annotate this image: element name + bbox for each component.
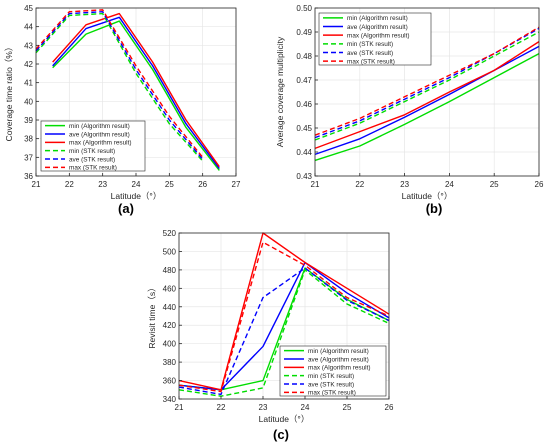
series-line	[52, 20, 220, 171]
x-tick-label: 24	[301, 403, 310, 412]
y-tick-label: 43	[24, 41, 33, 50]
y-tick-label: 38	[24, 135, 33, 144]
chart-panel-b: 21 22 23 24 25 26 0.43 0.44 0.45 0.46 0.47 0.48 0.49…	[275, 4, 544, 216]
y-tick-label: 0.47	[296, 76, 312, 85]
x-tick-label: 22	[355, 180, 364, 189]
y-tick-label: 37	[24, 153, 33, 162]
x-tick-label: 21	[311, 180, 320, 189]
series-line	[178, 261, 390, 391]
x-tick-label: 22	[65, 180, 74, 189]
series-line	[314, 27, 540, 139]
x-tick-label: 24	[445, 180, 454, 189]
series-line	[52, 12, 220, 168]
x-tick-label: 25	[165, 180, 174, 189]
y-tick-label: 0.50	[296, 4, 312, 13]
y-tick-label: 0.46	[296, 100, 312, 109]
legend-entry: min (Algorithm result)	[347, 15, 408, 22]
x-tick-label: 22	[217, 403, 226, 412]
axes-frame	[314, 7, 540, 177]
y-tick-label: 42	[24, 60, 33, 69]
y-tick-label: 400	[163, 340, 177, 349]
x-tick-label: 26	[385, 403, 394, 412]
legend-entry: min (STK result)	[308, 373, 354, 380]
series-line	[178, 267, 390, 396]
legend-entry: ave (Algorithm result)	[308, 356, 369, 363]
legend-entry: max (Algorithm result)	[347, 32, 410, 39]
legend-entry: max (STK result)	[308, 390, 356, 397]
chart-panel-c: 21 22 23 24 25 26 340 360 380 400 420 440 460 480 500 5…	[147, 229, 394, 442]
legend-entry: ave (Algorithm result)	[347, 24, 408, 31]
x-axis-label: Latitude（°）	[259, 414, 310, 424]
legend-entry: min (STK result)	[69, 148, 115, 155]
y-tick-label: 36	[24, 172, 33, 181]
chart-panel-a: 21 22 23 24 25 26 27 36 37 38 39 40 41 42 43 44 45 Latitu…	[4, 4, 241, 216]
legend-box	[279, 345, 387, 397]
y-axis-label: Average coverage multiplicity	[275, 36, 285, 147]
legend-entry: max (STK result)	[69, 165, 117, 172]
series-line	[314, 26, 540, 136]
x-tick-label: 25	[490, 180, 499, 189]
x-tick-label: 26	[535, 180, 544, 189]
x-tick-label: 21	[32, 180, 41, 189]
y-tick-label: 360	[163, 377, 177, 386]
legend-entry: min (Algorithm result)	[308, 348, 369, 355]
y-tick-label: 480	[163, 266, 177, 275]
legend-entry: min (STK result)	[347, 41, 393, 48]
y-tick-label: 340	[163, 395, 177, 404]
y-tick-label: 0.49	[296, 28, 312, 37]
legend-entry: ave (Algorithm result)	[69, 131, 130, 138]
legend-entry: max (STK result)	[347, 58, 395, 65]
y-tick-label: 520	[163, 229, 177, 238]
y-axis-label: Revisit time（s）	[147, 283, 157, 348]
y-tick-label: 460	[163, 284, 177, 293]
y-axis-label: Coverage time ratio（%）	[4, 43, 14, 142]
y-tick-label: 500	[163, 247, 177, 256]
series-line	[314, 52, 540, 162]
series-line	[35, 9, 204, 158]
x-tick-label: 23	[259, 403, 268, 412]
series-line	[35, 11, 204, 160]
legend-box	[318, 12, 432, 66]
series-line	[178, 241, 390, 393]
legend-entry: ave (STK result)	[308, 381, 354, 388]
legend-entry: ave (STK result)	[69, 156, 115, 163]
x-axis-label: Latitude（°）	[111, 191, 162, 201]
x-tick-label: 25	[343, 403, 352, 412]
legend-entry: min (Algorithm result)	[69, 123, 130, 130]
y-tick-label: 0.45	[296, 124, 312, 133]
x-tick-label: 24	[132, 180, 141, 189]
x-tick-label: 21	[175, 403, 184, 412]
axes-frame	[178, 232, 390, 400]
panel-label: (c)	[273, 427, 289, 442]
y-tick-label: 0.43	[296, 172, 312, 181]
x-axis-label: Latitude（°）	[402, 191, 453, 201]
panel-label: (b)	[426, 201, 443, 216]
y-tick-label: 40	[24, 97, 33, 106]
y-tick-label: 440	[163, 303, 177, 312]
legend-entry: ave (STK result)	[347, 50, 393, 57]
series-line	[314, 31, 540, 141]
y-tick-label: 39	[24, 116, 33, 125]
series-line	[178, 232, 390, 391]
panel-label: (a)	[118, 201, 134, 216]
y-tick-label: 420	[163, 321, 177, 330]
series-line	[178, 269, 390, 397]
series-line	[52, 16, 220, 169]
y-tick-label: 45	[24, 4, 33, 13]
x-tick-label: 26	[198, 180, 207, 189]
y-tick-label: 44	[24, 23, 33, 32]
y-tick-label: 0.44	[296, 148, 312, 157]
x-tick-label: 23	[400, 180, 409, 189]
y-tick-label: 380	[163, 358, 177, 367]
legend-entry: max (Algorithm result)	[69, 140, 132, 147]
y-tick-label: 41	[24, 79, 33, 88]
x-tick-label: 23	[98, 180, 107, 189]
legend-entry: max (Algorithm result)	[308, 365, 371, 372]
series-line	[35, 12, 204, 162]
legend-box	[40, 120, 146, 172]
x-tick-label: 27	[232, 180, 241, 189]
y-tick-label: 0.48	[296, 52, 312, 61]
series-line	[314, 41, 540, 150]
